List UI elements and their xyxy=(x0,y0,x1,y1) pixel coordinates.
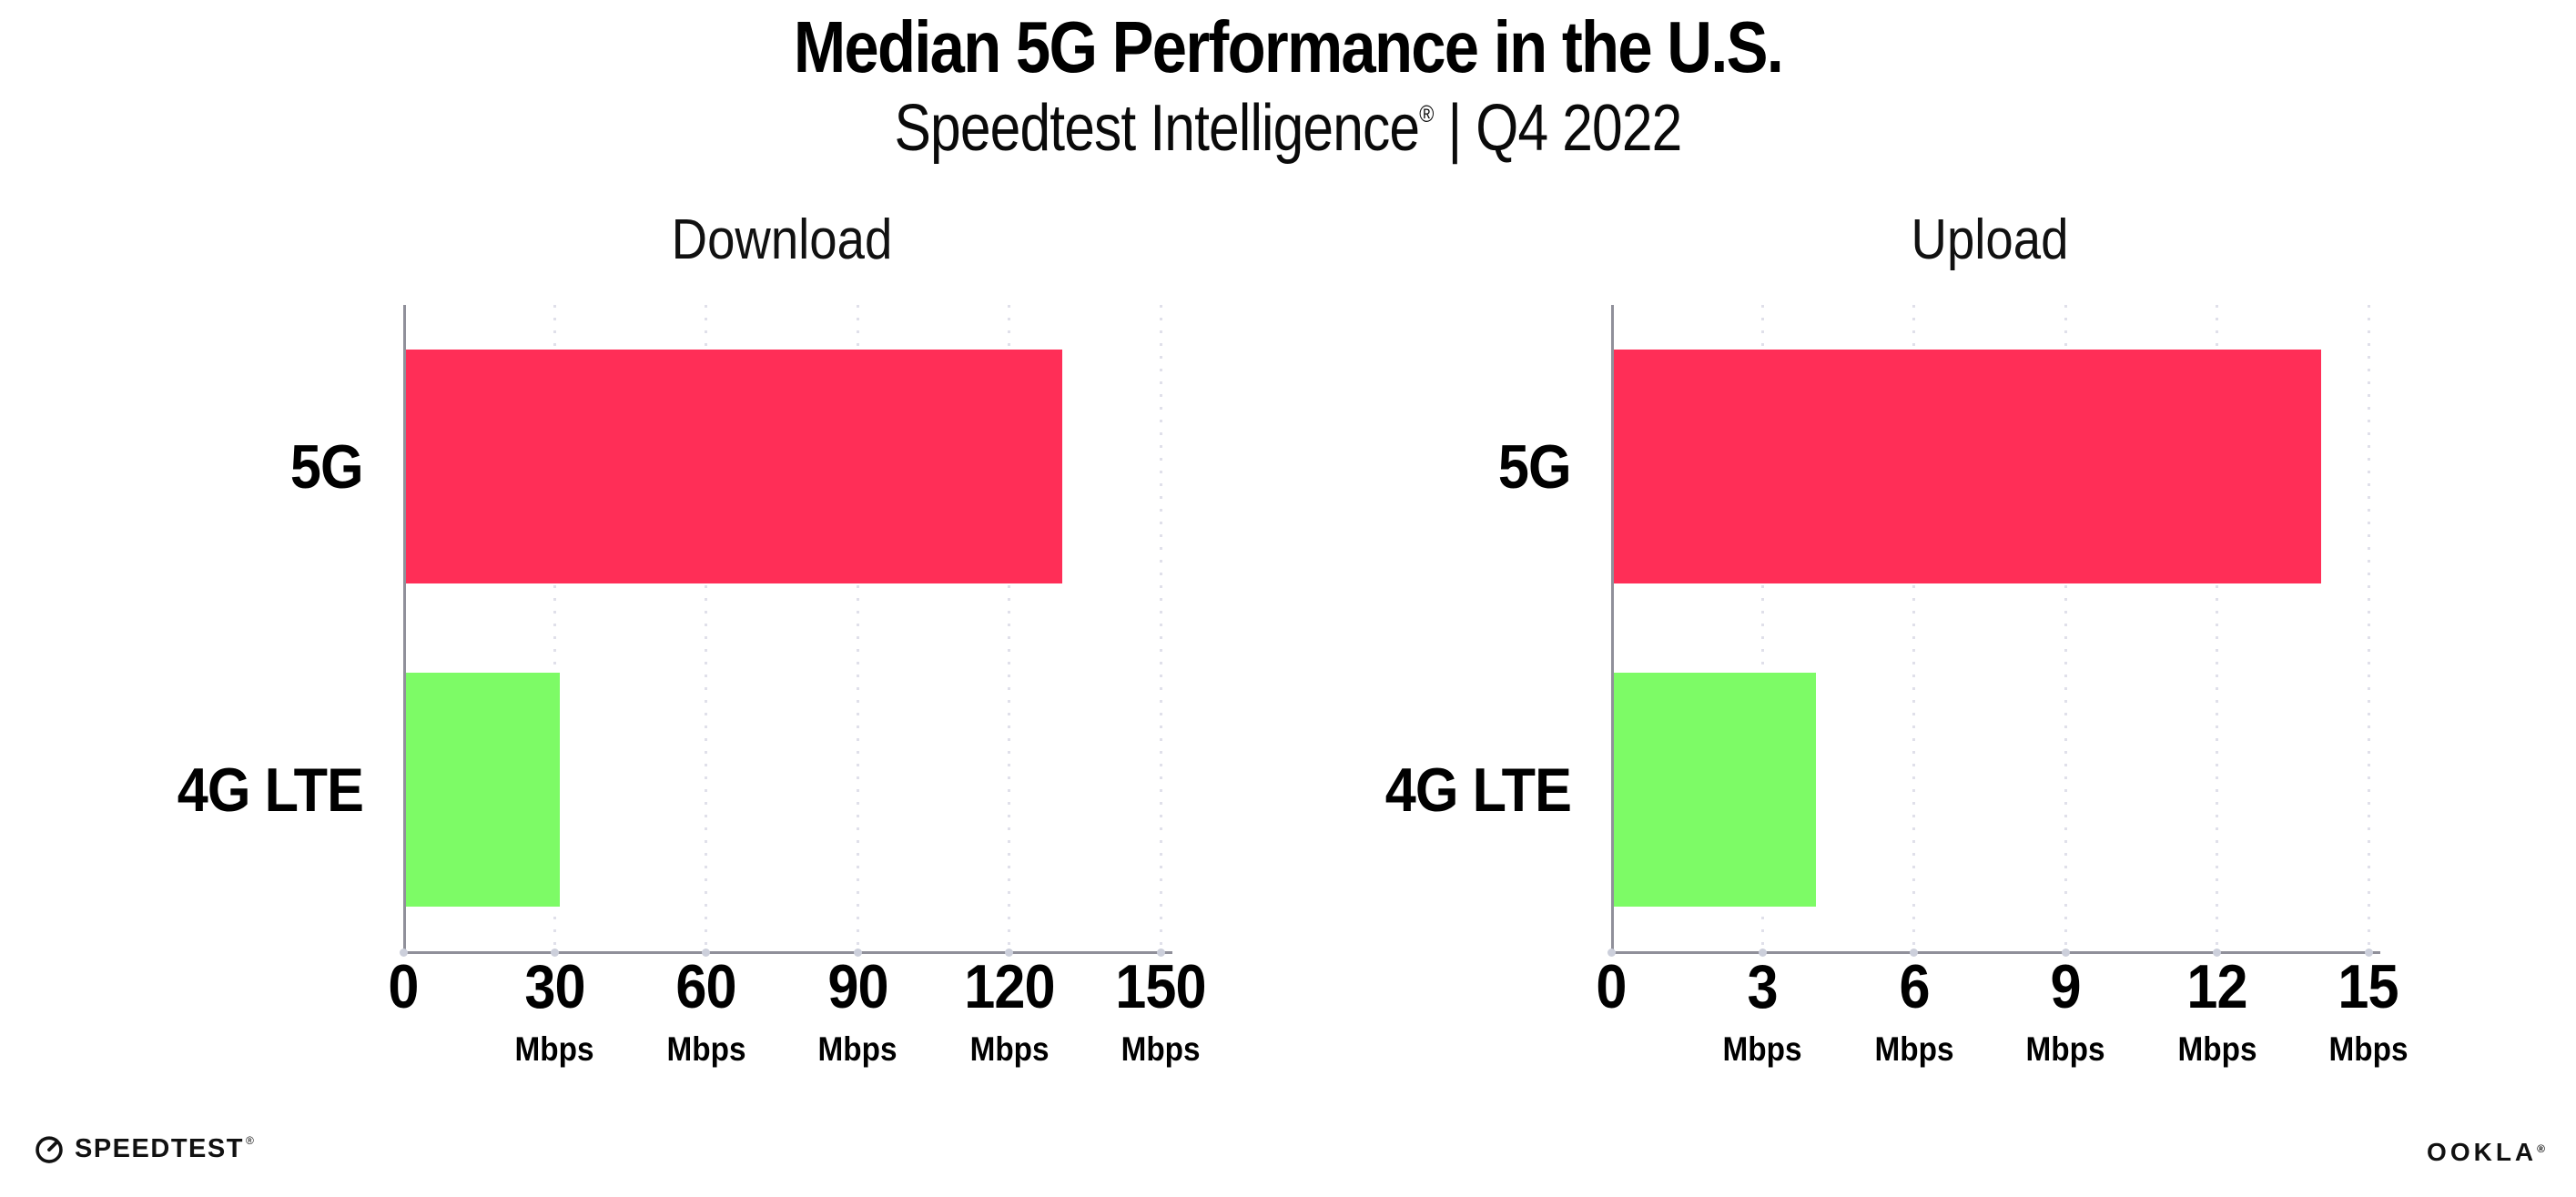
tick-unit-label: Mbps xyxy=(1121,1030,1201,1068)
bar-5g-upload xyxy=(1614,350,2321,583)
speedtest-gauge-icon xyxy=(35,1136,63,1163)
axis-tick-dot-60 xyxy=(702,948,711,957)
tick-unit-label: Mbps xyxy=(514,1030,594,1068)
category-label-5g: 5G xyxy=(1498,431,1572,502)
tick-150-mbps: 150 Mbps xyxy=(1111,956,1211,1066)
tick-value: 6 xyxy=(1899,952,1930,1021)
page-title: Median 5G Performance in the U.S. xyxy=(793,6,1784,87)
y-axis-line xyxy=(1611,305,1614,951)
bar-5g-download xyxy=(406,350,1063,583)
axis-tick-dot-15 xyxy=(2364,948,2373,957)
chart-title-upload: Upload xyxy=(1911,208,2069,271)
download-chart: Download 5G 4G LTE 0 30 Mbps 60 Mbps 90 Mbps 120 Mb… xyxy=(177,208,1207,1118)
gridline-90-mbps xyxy=(856,305,859,951)
category-label-4g-lte: 4G LTE xyxy=(177,755,364,825)
x-axis-tick-labels-upload: 0 3 Mbps 6 Mbps 9 Mbps 12 Mbps 15 Mbps xyxy=(1596,956,2408,1111)
tick-unit-label: Mbps xyxy=(2328,1030,2409,1068)
tick-value: 150 xyxy=(1115,952,1206,1021)
axis-tick-dot-30 xyxy=(550,948,559,957)
axis-tick-dot-120 xyxy=(1005,948,1014,957)
x-axis-line xyxy=(403,951,1172,954)
bar-4g-lte-download xyxy=(406,673,561,907)
tick-6-mbps: 6 Mbps xyxy=(1870,956,1958,1066)
tick-value: 0 xyxy=(388,952,419,1021)
gridline-9-mbps xyxy=(2064,305,2067,951)
page-subtitle: Speedtest Intelligence® | Q4 2022 xyxy=(206,91,2369,167)
tick-0: 0 xyxy=(387,956,421,1018)
tick-unit-label: Mbps xyxy=(1722,1030,1802,1068)
axis-tick-dot-90 xyxy=(853,948,862,957)
ookla-registered-icon: ® xyxy=(2537,1142,2549,1155)
gridline-60-mbps xyxy=(705,305,708,951)
tick-9-mbps: 9 Mbps xyxy=(2022,956,2110,1066)
chart-title-download: Download xyxy=(671,208,893,271)
plot-area-upload: 5G 4G LTE xyxy=(1385,305,2380,957)
tick-unit-label: Mbps xyxy=(817,1030,898,1068)
tick-unit-label: Mbps xyxy=(2025,1030,2105,1068)
tick-unit-label: Mbps xyxy=(1874,1030,1954,1068)
tick-value: 60 xyxy=(675,952,737,1021)
tick-3-mbps: 3 Mbps xyxy=(1719,956,1807,1066)
category-label-5g: 5G xyxy=(290,431,364,502)
speedtest-logo: SPEEDTEST ® xyxy=(33,1132,254,1165)
tick-90-mbps: 90 Mbps xyxy=(814,956,902,1066)
gridline-3-mbps xyxy=(1760,305,1764,951)
tick-120-mbps: 120 Mbps xyxy=(958,956,1059,1066)
category-label-4g-lte: 4G LTE xyxy=(1384,755,1572,825)
tick-value: 90 xyxy=(827,952,888,1021)
registered-trademark-icon: ® xyxy=(1419,100,1434,127)
plot-area-download: 5G 4G LTE xyxy=(177,305,1172,957)
tick-value: 0 xyxy=(1596,952,1627,1021)
axis-tick-dot-6 xyxy=(1910,948,1919,957)
subtitle-period: | Q4 2022 xyxy=(1433,92,1682,165)
axis-tick-dot-9 xyxy=(2061,948,2070,957)
tick-value: 120 xyxy=(963,952,1055,1021)
y-axis-line xyxy=(403,305,406,951)
tick-unit-label: Mbps xyxy=(2177,1030,2257,1068)
gridline-30-mbps xyxy=(553,305,556,951)
ookla-logo: OOKLA® xyxy=(2427,1140,2549,1165)
axis-tick-dot-150 xyxy=(1156,948,1165,957)
bar-4g-lte-upload xyxy=(1614,673,1816,907)
tick-value: 9 xyxy=(2050,952,2082,1021)
gridline-150-mbps xyxy=(1159,305,1162,951)
tick-30-mbps: 30 Mbps xyxy=(511,956,599,1066)
speedtest-logo-label: SPEEDTEST xyxy=(75,1133,244,1163)
gridline-120-mbps xyxy=(1008,305,1011,951)
gridline-15-mbps xyxy=(2367,305,2370,951)
tick-15-mbps: 15 Mbps xyxy=(2325,956,2413,1066)
axis-tick-dot-0 xyxy=(399,948,408,957)
gridline-12-mbps xyxy=(2216,305,2219,951)
subtitle-brand: Speedtest Intelligence xyxy=(894,92,1421,165)
tick-60-mbps: 60 Mbps xyxy=(662,956,750,1066)
ookla-logo-label: OOKLA xyxy=(2427,1138,2538,1166)
tick-unit-label: Mbps xyxy=(969,1030,1050,1068)
axis-tick-dot-0 xyxy=(1607,948,1616,957)
gridline-6-mbps xyxy=(1912,305,1916,951)
tick-12-mbps: 12 Mbps xyxy=(2173,956,2261,1066)
tick-value: 15 xyxy=(2338,952,2399,1021)
x-axis-tick-labels-download: 0 30 Mbps 60 Mbps 90 Mbps 120 Mbps 150 Mbps xyxy=(388,956,1206,1111)
tick-0: 0 xyxy=(1595,956,1628,1018)
axis-tick-dot-3 xyxy=(1758,948,1767,957)
x-axis-line xyxy=(1611,951,2380,954)
tick-value: 12 xyxy=(2186,952,2247,1021)
tick-value: 3 xyxy=(1747,952,1779,1021)
tick-value: 30 xyxy=(524,952,585,1021)
axis-tick-dot-12 xyxy=(2213,948,2222,957)
upload-chart: Upload 5G 4G LTE 0 3 Mbps 6 Mbps 9 Mbps 12 Mbps 15 Mb… xyxy=(1385,208,2409,1118)
speedtest-registered-icon: ® xyxy=(245,1134,254,1147)
tick-unit-label: Mbps xyxy=(666,1030,746,1068)
